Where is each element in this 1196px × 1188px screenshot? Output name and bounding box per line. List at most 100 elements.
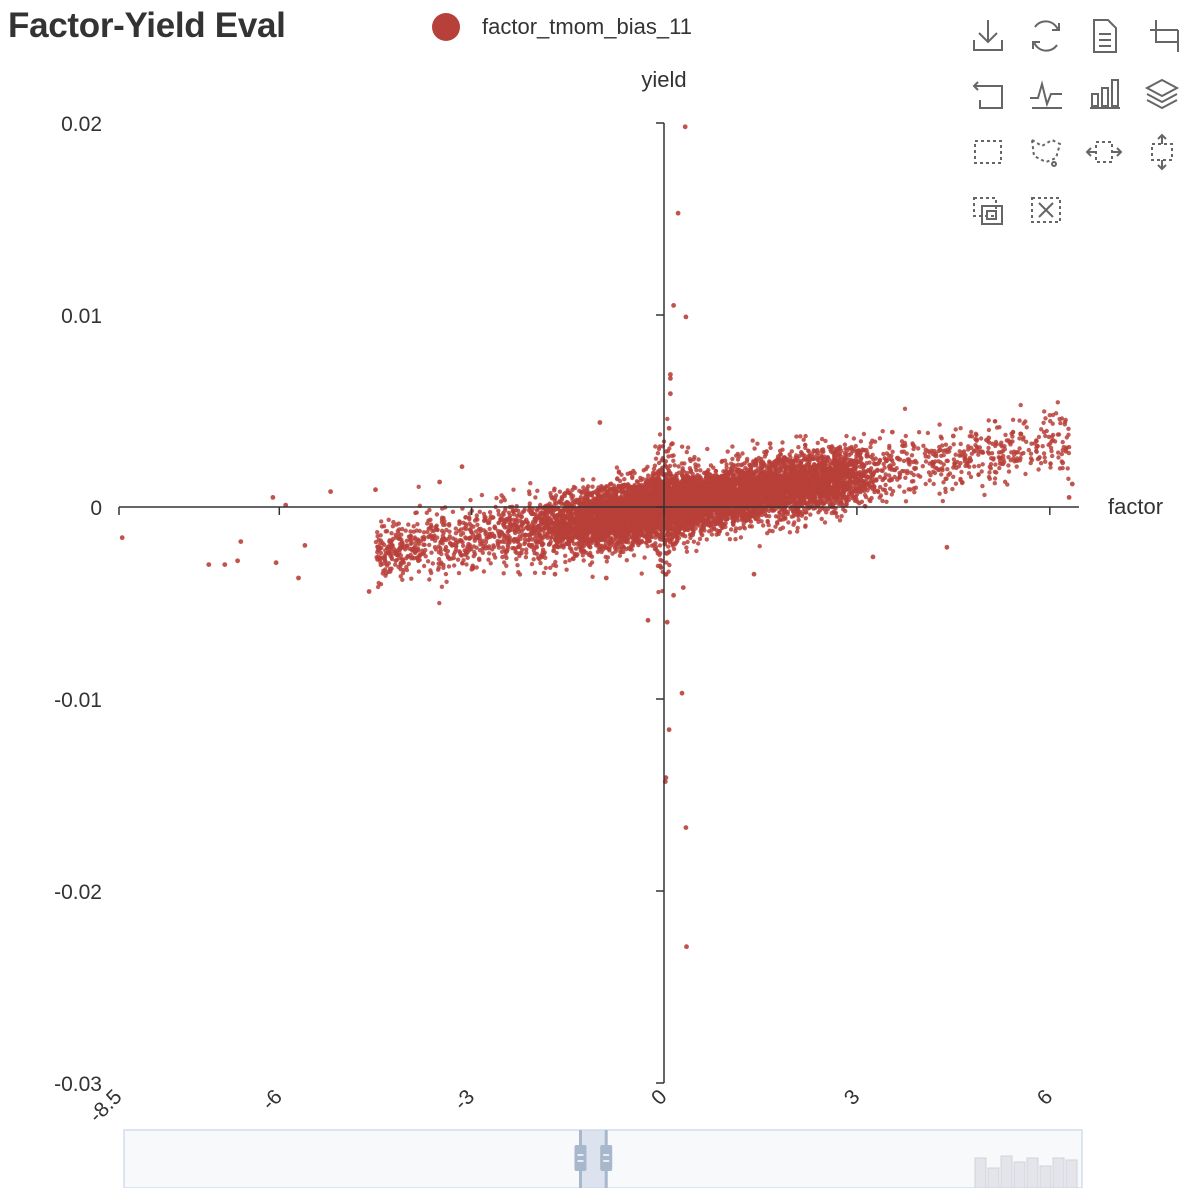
toolbox — [960, 10, 1196, 250]
scatter-point — [409, 576, 414, 581]
scatter-point — [376, 580, 381, 586]
scatter-point — [378, 533, 383, 538]
scatter-point — [455, 557, 461, 562]
scatter-point — [922, 451, 928, 456]
scatter-point — [909, 453, 915, 458]
scatter-point — [884, 499, 889, 504]
scatter-point — [880, 498, 885, 504]
scatter-point — [696, 457, 701, 462]
scatter-point — [909, 479, 915, 484]
scatter-point — [521, 509, 527, 514]
rect-select-icon[interactable] — [966, 130, 1010, 174]
scatter-point — [532, 536, 538, 541]
refresh-icon[interactable] — [1024, 14, 1068, 58]
scatter-point — [1043, 416, 1048, 421]
zoom-back-icon[interactable] — [966, 72, 1010, 116]
scatter-point — [421, 537, 427, 542]
lasso-select-icon[interactable] — [1024, 130, 1068, 174]
scatter-point — [1066, 476, 1071, 481]
scatter-point — [400, 577, 405, 582]
scatter-point — [1036, 434, 1042, 440]
scatter-point — [595, 549, 601, 554]
scatter-point — [1064, 435, 1070, 440]
scatter-point — [694, 548, 699, 554]
scatter-point — [1036, 467, 1041, 472]
scatter-point — [750, 438, 755, 443]
brush-vertical-icon[interactable] — [1140, 130, 1184, 174]
scatter-point — [511, 487, 516, 492]
scatter-point — [959, 469, 964, 475]
scatter-point — [624, 558, 629, 563]
scatter-point — [850, 449, 855, 454]
scatter-point — [616, 469, 622, 474]
scatter-point — [704, 537, 709, 542]
clear-selection-icon[interactable] — [1024, 188, 1068, 232]
data-view-icon[interactable] — [1082, 14, 1126, 58]
scatter-point — [927, 461, 932, 466]
scatter-point — [632, 470, 637, 476]
scatter-point — [945, 467, 950, 472]
scatter-point — [944, 458, 949, 463]
bar-chart-icon[interactable] — [1082, 72, 1126, 116]
stack-icon[interactable] — [1140, 72, 1184, 116]
scatter-point — [803, 433, 808, 439]
scatter-point — [798, 434, 803, 439]
scatter-point — [488, 561, 493, 566]
legend-marker-icon — [432, 13, 460, 41]
scatter-point — [665, 416, 670, 422]
scatter-point — [801, 437, 806, 442]
scatter-point — [1003, 432, 1008, 438]
scatter-point — [375, 584, 381, 590]
scatter-point — [953, 452, 958, 457]
legend-item[interactable]: factor_tmom_bias_11 — [432, 12, 692, 42]
scatter-point — [1014, 464, 1019, 469]
scatter-point — [911, 472, 916, 478]
scatter-point — [987, 476, 992, 481]
scatter-point — [787, 452, 792, 457]
scatter-point — [681, 541, 687, 546]
scatter-point — [684, 449, 689, 455]
scatter-point — [943, 442, 949, 447]
scatter-point — [1056, 450, 1061, 455]
scatter-point — [1024, 425, 1029, 430]
scatter-point — [543, 565, 548, 571]
scatter-point — [897, 484, 902, 489]
scatter-point — [378, 550, 384, 556]
scatter-point — [822, 507, 827, 512]
scatter-point — [567, 558, 572, 563]
scatter-point — [434, 512, 440, 517]
scatter-point — [950, 486, 955, 492]
scatter-point — [978, 436, 984, 441]
scatter-point — [581, 485, 586, 490]
scatter-point — [1012, 452, 1017, 457]
download-icon[interactable] — [966, 14, 1010, 58]
scatter-point — [1050, 432, 1056, 438]
scatter-point — [937, 491, 942, 496]
scatter-point — [452, 563, 457, 568]
scatter-point — [819, 516, 824, 522]
zoom-icon[interactable] — [1140, 14, 1184, 58]
scatter-point — [992, 481, 997, 486]
scatter-point — [389, 531, 394, 536]
scatter-point — [691, 530, 696, 535]
scatter-point — [384, 529, 390, 534]
scatter-point — [515, 563, 520, 568]
scatter-point — [951, 474, 956, 479]
scatter-point — [734, 453, 739, 458]
scatter-point — [496, 545, 502, 550]
scatter-point — [997, 465, 1002, 471]
scatter-point — [416, 484, 421, 489]
scatter-point — [903, 433, 908, 439]
brush-horizontal-icon[interactable] — [1082, 130, 1126, 174]
scatter-point — [535, 488, 540, 493]
line-chart-icon[interactable] — [1024, 72, 1068, 116]
scatter-point — [518, 536, 523, 542]
keep-selection-icon[interactable] — [966, 188, 1010, 232]
scatter-point — [400, 560, 406, 565]
scatter-point — [1018, 402, 1023, 408]
scatter-point — [617, 478, 623, 484]
scatter-point — [951, 457, 957, 462]
scatter-point — [532, 570, 538, 575]
scatter-point — [757, 544, 762, 549]
